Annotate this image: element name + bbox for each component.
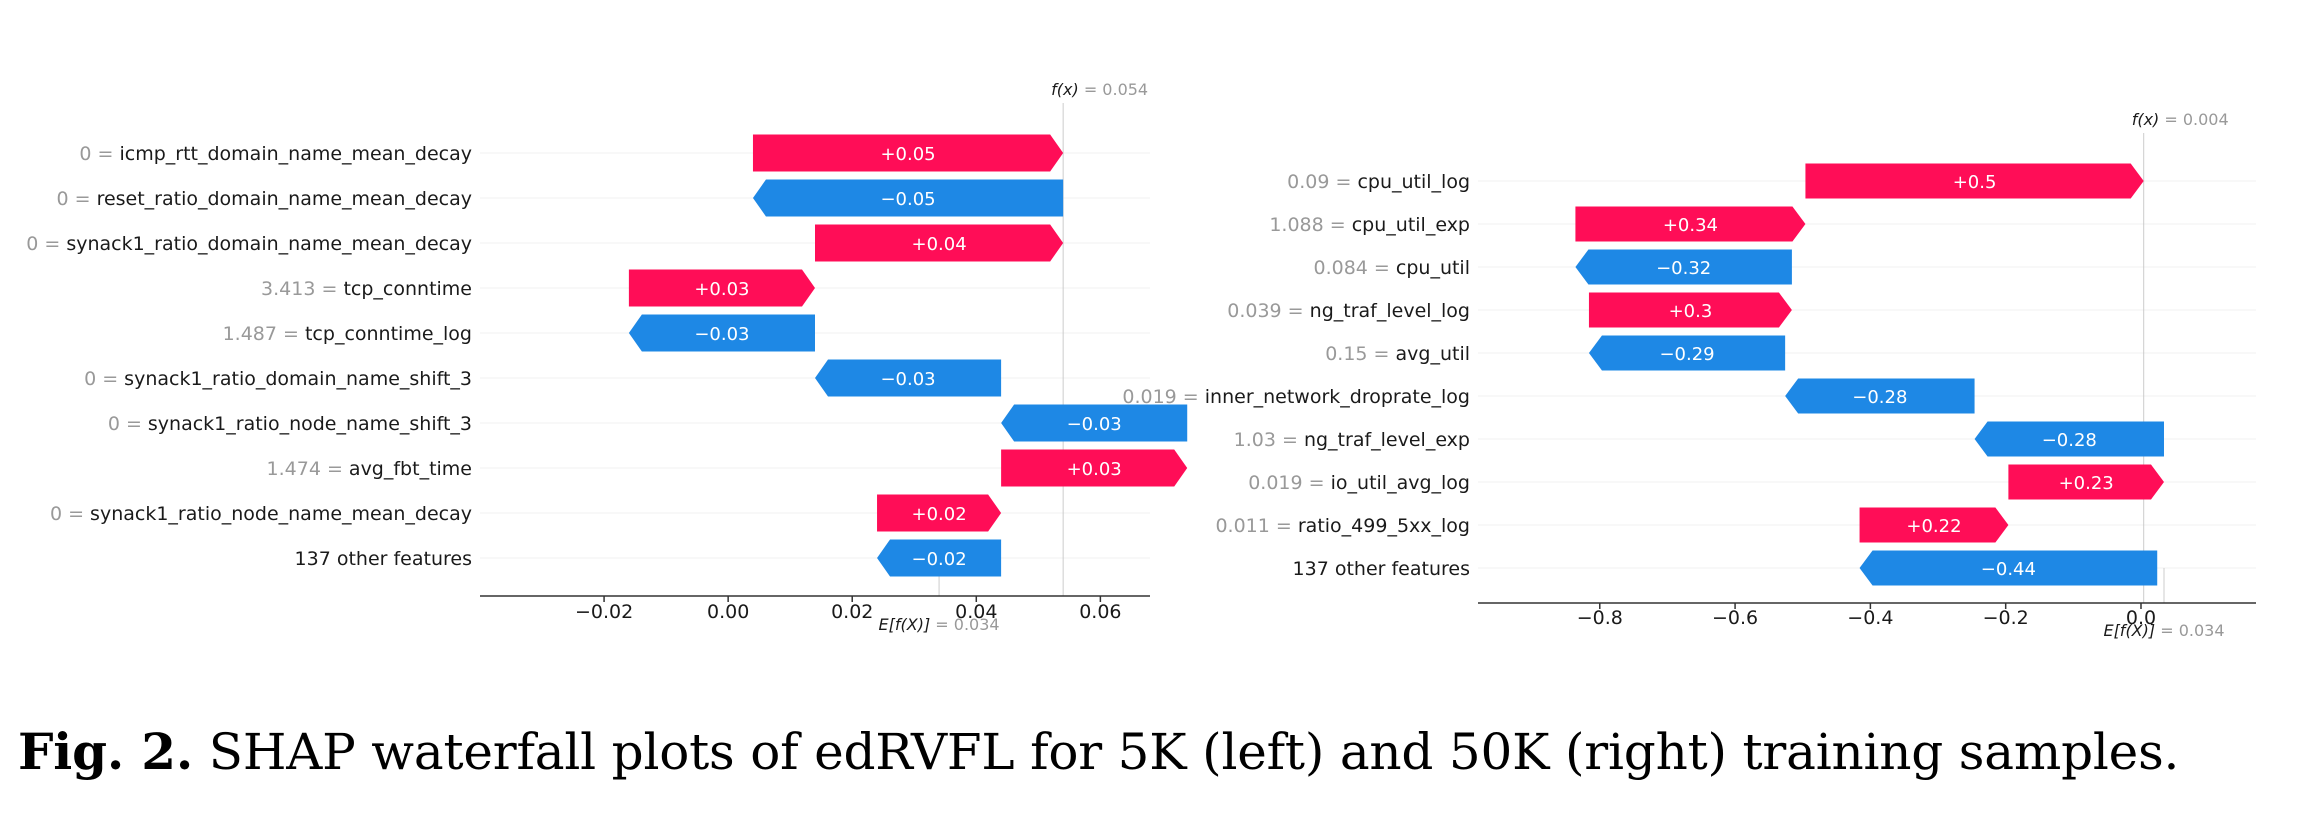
feature-label: 137 other features (1293, 558, 1470, 580)
caption-label: Fig. 2. (18, 722, 194, 781)
feature-label: 0.15 = avg_util (1325, 343, 1470, 365)
bar-value-label: −0.05 (880, 189, 935, 210)
expected-value-label: E[f(X)] = 0.034 (879, 615, 1000, 634)
waterfall-bar (1785, 378, 1975, 414)
waterfall-bar (2008, 464, 2164, 500)
caption-text: SHAP waterfall plots of edRVFL for 5K (l… (208, 723, 2180, 781)
waterfall-bar (1001, 449, 1188, 487)
x-tick-label: −0.4 (1847, 607, 1893, 629)
x-tick-label: 0.00 (707, 601, 749, 623)
feature-label: 137 other features (295, 548, 472, 570)
bar-value-label: +0.05 (880, 144, 935, 165)
waterfall-bar (815, 359, 1002, 397)
waterfall-bar (1588, 292, 1792, 328)
feature-label: 1.088 = cpu_util_exp (1269, 214, 1470, 236)
x-tick-label: −0.8 (1577, 607, 1623, 629)
waterfall-bar (1859, 550, 2158, 586)
bar-value-label: −0.32 (1656, 258, 1711, 279)
bar-value-label: −0.28 (1852, 387, 1907, 408)
bar-value-label: −0.03 (1067, 414, 1122, 435)
figure: +0.05 0 = icmp_rtt_domain_name_mean_decay… (26, 80, 2256, 640)
shap-waterfall-charts: +0.05 0 = icmp_rtt_domain_name_mean_decay… (26, 80, 2256, 640)
feature-label: 0 = synack1_ratio_node_name_shift_3 (108, 413, 472, 435)
bar-value-label: −0.03 (880, 369, 935, 390)
feature-label: 0.09 = cpu_util_log (1287, 171, 1470, 193)
bar-value-label: −0.02 (911, 549, 966, 570)
x-tick-label: 0.02 (831, 601, 873, 623)
fx-label: f(x) = 0.004 (2132, 110, 2229, 129)
waterfall-bar (815, 224, 1064, 262)
figure-caption: Fig. 2. SHAP waterfall plots of edRVFL f… (18, 722, 2318, 781)
feature-label: 1.487 = tcp_conntime_log (223, 323, 472, 345)
waterfall-bar (752, 179, 1064, 217)
bar-value-label: +0.03 (694, 279, 749, 300)
bar-value-label: +0.23 (2059, 473, 2114, 494)
x-tick-label: 0.0 (2126, 607, 2156, 629)
waterfall-bar (628, 269, 815, 307)
feature-label: 3.413 = tcp_conntime (261, 278, 472, 300)
feature-label: 0.019 = io_util_avg_log (1248, 472, 1470, 494)
feature-label: 0 = synack1_ratio_domain_name_shift_3 (84, 368, 472, 390)
feature-label: 0 = synack1_ratio_domain_name_mean_decay (26, 233, 472, 255)
waterfall-bar (752, 134, 1064, 172)
waterfall-bar (1588, 335, 1786, 371)
bar-value-label: −0.29 (1659, 344, 1714, 365)
bar-value-label: +0.34 (1663, 215, 1718, 236)
x-tick-label: 0.04 (955, 601, 997, 623)
x-tick-label: −0.02 (575, 601, 633, 623)
waterfall-bar (877, 494, 1002, 532)
bar-value-label: +0.03 (1067, 459, 1122, 480)
bar-value-label: −0.28 (2042, 430, 2097, 451)
bar-value-label: +0.04 (911, 234, 966, 255)
waterfall-bar (877, 539, 1002, 577)
x-tick-label: −0.2 (1983, 607, 2029, 629)
waterfall-bar (1001, 404, 1188, 442)
feature-label: 0.011 = ratio_499_5xx_log (1215, 515, 1470, 537)
feature-label: 0 = synack1_ratio_node_name_mean_decay (50, 503, 472, 525)
waterfall-bar (1805, 163, 2144, 199)
feature-label: 1.474 = avg_fbt_time (267, 458, 472, 480)
bar-value-label: +0.5 (1953, 172, 1997, 193)
x-tick-label: −0.6 (1712, 607, 1758, 629)
feature-label: 0.039 = ng_traf_level_log (1227, 300, 1470, 322)
bar-value-label: +0.3 (1669, 301, 1713, 322)
x-tick-label: 0.06 (1079, 601, 1121, 623)
feature-label: 0 = reset_ratio_domain_name_mean_decay (56, 188, 472, 210)
expected-value-label: E[f(X)] = 0.034 (2103, 621, 2224, 640)
bar-value-label: −0.44 (1981, 559, 2036, 580)
waterfall-bar (1575, 206, 1806, 242)
feature-label: 0 = icmp_rtt_domain_name_mean_decay (79, 143, 472, 165)
waterfall-bar (1575, 249, 1792, 285)
waterfall-bar (1859, 507, 2009, 543)
bar-value-label: −0.03 (694, 324, 749, 345)
waterfall-bar (1974, 421, 2164, 457)
fx-label: f(x) = 0.054 (1051, 80, 1148, 99)
feature-label: 0.019 = inner_network_droprate_log (1122, 386, 1470, 408)
bar-value-label: +0.02 (911, 504, 966, 525)
bar-value-label: +0.22 (1906, 516, 1961, 537)
feature-label: 0.084 = cpu_util (1313, 257, 1470, 279)
feature-label: 1.03 = ng_traf_level_exp (1234, 429, 1470, 451)
waterfall-bar (628, 314, 815, 352)
